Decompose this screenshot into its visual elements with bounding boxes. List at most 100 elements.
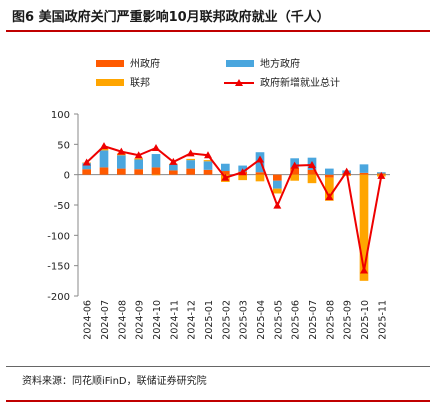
bar-local: [273, 180, 282, 189]
total-line: [85, 145, 383, 271]
y-tick-label: -150: [47, 262, 70, 273]
bar-state: [151, 167, 161, 175]
bar-federal: [359, 174, 369, 281]
x-tick-label: 2024-09: [135, 300, 146, 340]
total-marker: [360, 266, 368, 274]
chart: 州政府 地方政府 联邦 政府新增就业总计 100 50 0 -50 -100 -150 -2…: [47, 57, 390, 340]
axes: 100 50 0 -50 -100 -150 -200 2024-06 2024-07 2024-…: [47, 110, 390, 340]
x-tick-label: 2024-10: [152, 300, 163, 340]
y-tick-label: 50: [57, 140, 70, 151]
bar-federal: [290, 174, 299, 181]
total-marker: [342, 167, 351, 175]
total-marker: [238, 168, 247, 176]
bar-local: [99, 150, 109, 168]
total-marker: [204, 151, 212, 159]
total-marker: [186, 149, 195, 157]
title-rule: [6, 30, 430, 32]
total-marker: [152, 143, 160, 151]
y-tick-label: 0: [64, 171, 70, 182]
bar-state: [221, 171, 230, 175]
bar-state: [169, 170, 178, 175]
bar-federal: [203, 160, 213, 162]
bar-federal: [186, 158, 195, 161]
bar-federal: [134, 158, 143, 160]
bar-state: [307, 169, 317, 175]
bar-local: [151, 154, 161, 168]
bar-local: [221, 163, 230, 172]
total-marker: [377, 171, 386, 179]
bars: [82, 148, 386, 281]
total-marker: [273, 201, 282, 209]
bar-state: [134, 169, 143, 175]
bar-state: [117, 168, 126, 175]
bar-federal: [325, 177, 334, 201]
total-marker: [82, 158, 91, 166]
bar-state: [359, 172, 369, 175]
legend-swatch-local: [226, 60, 254, 67]
source-note: 资料来源：同花顺iFinD，联储证券研究院: [22, 376, 207, 387]
y-tick-label: 100: [51, 110, 70, 121]
total-marker: [169, 157, 178, 165]
y-tick-label: -200: [47, 292, 70, 303]
bar-state: [203, 169, 213, 175]
bar-local: [134, 159, 143, 170]
bar-state: [186, 168, 195, 175]
x-tick-label: 2025-05: [273, 300, 284, 340]
bottom-rule: [6, 400, 430, 402]
total-marker: [256, 155, 264, 163]
bar-federal: [273, 188, 282, 194]
bar-federal: [151, 174, 161, 176]
bar-local: [325, 168, 334, 175]
bar-local: [82, 163, 91, 170]
bar-state: [255, 172, 265, 175]
x-tick-label: 2025-10: [360, 300, 371, 340]
legend-label-local: 地方政府: [260, 57, 300, 70]
bar-local: [169, 164, 178, 171]
total-line-layer: [82, 142, 386, 274]
x-tick-label: 2024-08: [117, 300, 128, 340]
total-marker: [221, 173, 230, 181]
x-tick-label: 2024-06: [83, 300, 94, 340]
x-tick-label: 2024-11: [169, 300, 180, 340]
total-marker: [308, 160, 316, 168]
x-tick-label: 2025-08: [325, 300, 336, 340]
legend-label-total: 政府新增就业总计: [260, 76, 340, 89]
bar-state: [99, 167, 109, 175]
x-tick-label: 2025-01: [204, 300, 215, 340]
x-tick-label: 2024-12: [187, 300, 198, 340]
bar-federal: [255, 174, 265, 182]
total-marker: [134, 151, 143, 159]
total-marker: [325, 193, 334, 201]
y-tick-label: -50: [54, 201, 70, 212]
bar-local: [117, 155, 126, 169]
bar-federal: [238, 174, 247, 181]
bar-local: [359, 164, 369, 173]
bar-local: [203, 161, 213, 170]
bar-federal: [307, 174, 317, 184]
bar-state: [325, 174, 334, 178]
x-tick-label: 2025-06: [291, 300, 302, 340]
total-marker: [100, 142, 108, 150]
total-marker: [117, 147, 126, 155]
figure-title: 图6 美国政府关门严重影响10月联邦政府就业（千人）: [12, 10, 330, 25]
x-tick-label: 2025-04: [256, 300, 267, 340]
x-tick-label: 2024-07: [100, 300, 111, 340]
legend: 州政府 地方政府 联邦 政府新增就业总计: [96, 57, 340, 89]
bar-state: [290, 167, 299, 175]
legend-label-federal: 联邦: [130, 76, 150, 89]
total-marker: [290, 161, 299, 169]
bar-state: [82, 169, 91, 175]
x-tick-label: 2025-07: [308, 300, 319, 340]
legend-swatch-federal: [96, 79, 124, 86]
legend-label-state: 州政府: [130, 57, 160, 70]
x-tick-label: 2025-03: [239, 300, 250, 340]
x-tick-label: 2025-11: [377, 300, 388, 340]
source-rule: [6, 366, 430, 367]
y-tick-label: -100: [47, 231, 70, 242]
bar-local: [186, 160, 195, 169]
x-tick-label: 2025-02: [221, 300, 232, 340]
legend-swatch-state: [96, 60, 124, 67]
bar-state: [273, 174, 282, 181]
bar-federal: [99, 148, 109, 151]
x-tick-label: 2025-09: [343, 300, 354, 340]
